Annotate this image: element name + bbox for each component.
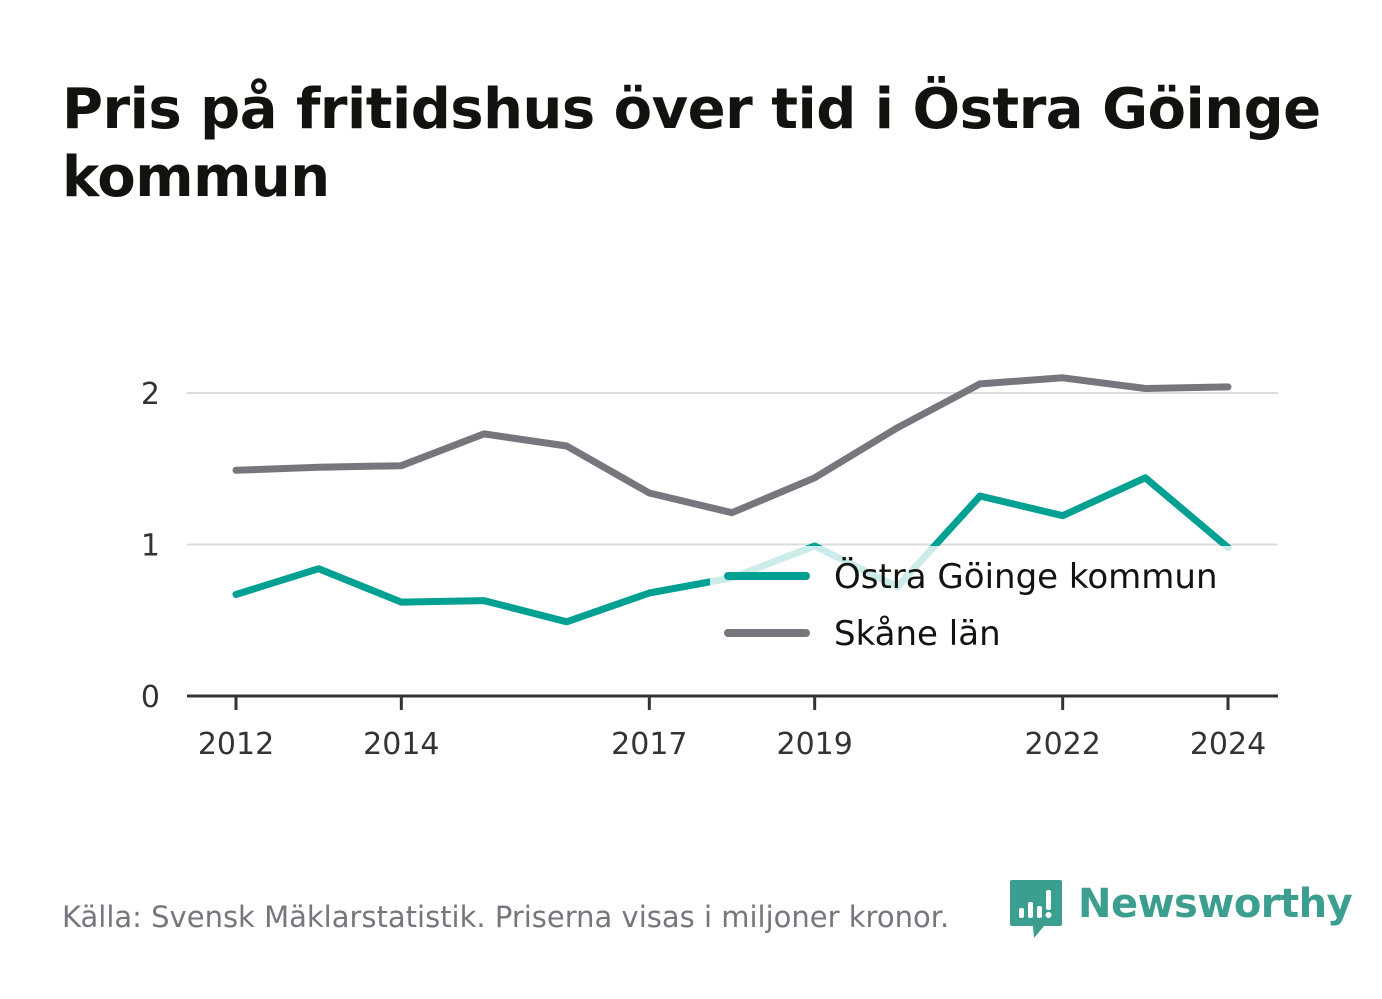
- legend: Östra Göinge kommun Skåne län: [724, 556, 1218, 654]
- x-tick-label: 2012: [198, 727, 274, 762]
- x-axis: 2012 2014 2017 2019 2022 2024: [187, 694, 1278, 762]
- x-tick-label: 2024: [1190, 727, 1266, 762]
- source-note: Källa: Svensk Mäklarstatistik. Priserna …: [62, 900, 950, 934]
- legend-background: [710, 546, 1250, 664]
- newsworthy-logo-icon: [1010, 880, 1062, 938]
- x-tick-label: 2017: [611, 727, 687, 762]
- brand-name: Newsworthy: [1078, 881, 1353, 927]
- legend-label: Skåne län: [834, 614, 1001, 654]
- x-tick-label: 2022: [1024, 727, 1100, 762]
- y-tick-label: 2: [141, 377, 160, 412]
- y-axis-ticks: 0 1 2: [141, 377, 160, 715]
- y-tick-label: 1: [141, 529, 160, 564]
- x-tick-label: 2014: [363, 727, 439, 762]
- y-tick-label: 0: [141, 680, 160, 715]
- chart-title: Pris på fritidshus över tid i Östra Göin…: [62, 77, 1321, 210]
- legend-label: Östra Göinge kommun: [834, 556, 1218, 597]
- series-line-skane: [232, 374, 1232, 517]
- brand-logo: Newsworthy: [1010, 880, 1353, 940]
- x-tick-label: 2019: [776, 727, 852, 762]
- gridlines: [187, 392, 1278, 546]
